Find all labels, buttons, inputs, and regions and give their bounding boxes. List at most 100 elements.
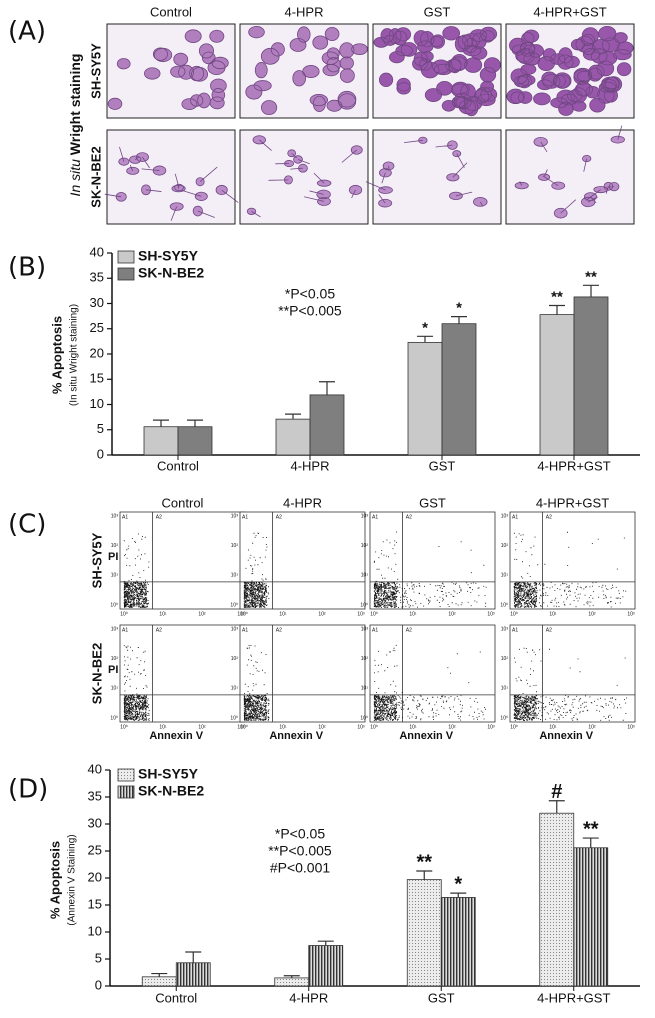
row-label: SK-N-BE2 (88, 146, 103, 207)
tick-label: 10¹ (159, 611, 167, 617)
y-tick-label: 10 (88, 923, 102, 938)
error-bar (285, 413, 301, 420)
annotation: **P<0.005 (278, 303, 342, 319)
cells (246, 135, 363, 218)
tick-label: 10¹ (111, 573, 119, 579)
tick-label: 10⁰ (230, 602, 238, 608)
side-label-italic: In situ (67, 159, 83, 197)
y-tick-label: 25 (88, 842, 102, 857)
axis-label: Annexin V (399, 730, 453, 742)
events (243, 645, 270, 721)
x-tick-label: GST (429, 458, 456, 473)
tick-label: 10³ (111, 626, 119, 632)
bar (539, 812, 575, 987)
axis-label: PI (108, 551, 118, 563)
error-bar (583, 284, 599, 297)
panel-label: (B) (8, 253, 46, 283)
dot-plot (509, 624, 636, 723)
quadrant-label: A1 (372, 514, 378, 520)
axis-label: PI (108, 664, 118, 676)
significance-marker: # (551, 781, 562, 803)
panel-label: (D) (8, 775, 48, 805)
dot-plot (239, 511, 366, 610)
tick-label: 10³ (627, 611, 635, 617)
error-bar (185, 951, 202, 963)
x-tick-label: GST (428, 990, 455, 1005)
y-axis-sublabel: (In situ Wright staining) (69, 304, 80, 406)
tick-label: 10² (198, 611, 206, 617)
row-label: SH-SY5Y (88, 43, 103, 99)
error-bar (151, 972, 168, 977)
tick-label: 10⁰ (510, 724, 518, 730)
error-bar (451, 316, 467, 324)
dot-plot (119, 624, 246, 723)
legend-label: SK-N-BE2 (138, 783, 204, 799)
y-tick-label: 10 (90, 396, 104, 411)
x-tick-label: 4-HPR (289, 990, 328, 1005)
column-header: Control (150, 4, 192, 19)
tick-label: 10⁰ (370, 724, 378, 730)
cells (514, 125, 625, 219)
bar (440, 897, 476, 987)
tick-label: 10² (198, 724, 206, 730)
tick-label: 10² (588, 611, 596, 617)
bar (141, 976, 177, 987)
micrograph (106, 129, 236, 225)
y-tick-label: 40 (88, 761, 102, 776)
tick-label: 10¹ (111, 686, 119, 692)
quadrant-label: A2 (406, 627, 412, 633)
micrograph (505, 129, 635, 225)
tick-label: 10¹ (279, 611, 287, 617)
quadrant-label: A1 (122, 627, 128, 633)
significance-marker: ** (583, 818, 599, 840)
y-tick-label: 20 (90, 345, 104, 360)
quadrant-label: A1 (372, 627, 378, 633)
events (373, 531, 487, 608)
column-header: 4-HPR+GST (533, 4, 606, 19)
column-header: GST (419, 495, 446, 510)
significance-marker: ** (416, 851, 432, 873)
y-tick-label: 30 (90, 295, 104, 310)
tick-label: 10⁰ (510, 611, 518, 617)
tick-label: 10² (448, 611, 456, 617)
tick-label: 10³ (487, 724, 495, 730)
tick-label: 10¹ (409, 724, 417, 730)
micrograph (239, 129, 369, 225)
bar (406, 879, 442, 987)
panel-label: (A) (8, 17, 46, 47)
quadrant-label: A1 (512, 514, 518, 520)
cells (104, 146, 239, 221)
events (123, 645, 150, 721)
y-tick-label: 15 (90, 371, 104, 386)
tick-label: 10³ (357, 724, 365, 730)
dot-plot (369, 511, 496, 610)
quadrant-label: A2 (546, 627, 552, 633)
y-tick-label: 25 (90, 320, 104, 335)
bar (539, 314, 575, 456)
error-bar (417, 335, 433, 343)
y-tick-label: 5 (97, 421, 104, 436)
column-header: 4-HPR+GST (536, 495, 609, 510)
bar (573, 296, 609, 456)
annotation: *P<0.05 (285, 286, 335, 302)
y-tick-label: 0 (97, 446, 104, 461)
cells (107, 29, 229, 110)
y-axis-sublabel: (Annexin V Staining) (67, 834, 78, 925)
tick-label: 10⁰ (360, 602, 368, 608)
error-bar (283, 975, 300, 978)
y-axis-label: % Apoptosis (49, 316, 64, 394)
quadrant-label: A1 (242, 627, 248, 633)
y-tick-label: 35 (90, 270, 104, 285)
error-bar (319, 381, 335, 395)
tick-label: 10⁰ (120, 611, 128, 617)
tick-label: 10¹ (549, 724, 557, 730)
tick-label: 10¹ (159, 724, 167, 730)
error-bar (548, 800, 565, 814)
bar (275, 418, 311, 456)
row-label: SH-SY5Y (89, 532, 104, 588)
column-header: 4-HPR (284, 4, 323, 19)
tick-label: 10¹ (231, 686, 239, 692)
significance-marker: ** (551, 288, 563, 305)
legend-swatch (117, 267, 135, 281)
